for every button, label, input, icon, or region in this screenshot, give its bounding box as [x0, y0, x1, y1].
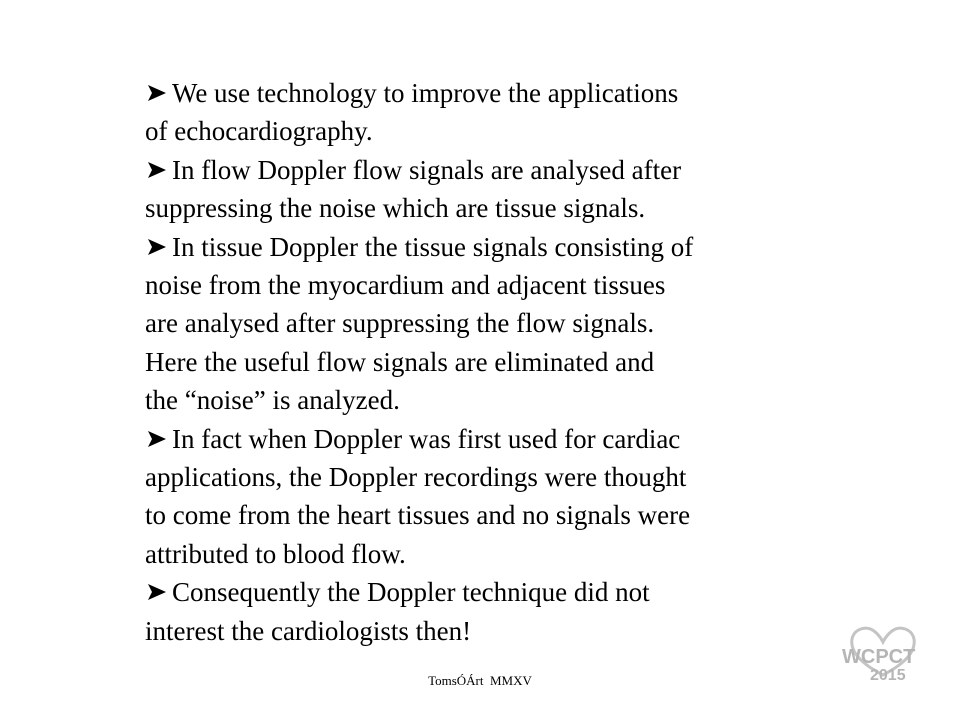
text-line-content: Here the useful flow signals are elimina… — [145, 346, 655, 377]
text-line: of echocardiography. — [145, 112, 805, 150]
logo-year: 2015 — [870, 667, 906, 684]
arrowhead-bullet-icon — [145, 228, 172, 266]
text-line-content: applications, the Doppler recordings wer… — [145, 462, 687, 493]
text-line: In tissue Doppler the tissue signals con… — [145, 228, 805, 266]
arrowhead-bullet-icon — [145, 573, 172, 611]
arrowhead-bullet-icon — [145, 151, 172, 189]
text-line: interest the cardiologists then! — [145, 612, 805, 650]
text-line-content: We use technology to improve the applica… — [172, 78, 679, 108]
text-line-content: Consequently the Doppler technique did n… — [172, 577, 650, 608]
text-line-content: In flow Doppler flow signals are analyse… — [172, 154, 682, 185]
text-line: applications, the Doppler recordings wer… — [145, 458, 805, 496]
text-line-content: the “noise” is analyzed. — [145, 385, 400, 416]
text-line: In flow Doppler flow signals are analyse… — [145, 151, 805, 189]
text-line-content: are analysed after suppressing the flow … — [145, 308, 655, 339]
text-line: attributed to blood flow. — [145, 535, 805, 573]
footer-copyright: TomsÓÁrt MMXV — [428, 673, 532, 688]
wcpct-logo: WCPCT 2015 — [838, 623, 928, 685]
logo-wordmark: WCPCT — [842, 646, 915, 668]
text-line: Consequently the Doppler technique did n… — [145, 573, 805, 611]
bullet-paragraph-4: In fact when Doppler was first used for … — [145, 420, 805, 574]
slide-body: We use technology to improve the applica… — [145, 74, 805, 650]
text-line: We use technology to improve the applica… — [145, 74, 805, 112]
bullet-paragraph-3: In tissue Doppler the tissue signals con… — [145, 228, 805, 420]
text-line: suppressing the noise which are tissue s… — [145, 189, 805, 227]
text-line-content: to come from the heart tissues and no si… — [145, 500, 691, 531]
text-line: In fact when Doppler was first used for … — [145, 420, 805, 458]
arrowhead-bullet-icon — [145, 420, 172, 458]
text-line-content: of echocardiography. — [145, 116, 373, 147]
text-line-content: interest the cardiologists then! — [145, 615, 472, 646]
bullet-paragraph-5: Consequently the Doppler technique did n… — [145, 573, 805, 650]
text-line: noise from the myocardium and adjacent t… — [145, 266, 805, 304]
text-line: to come from the heart tissues and no si… — [145, 496, 805, 534]
text-line-content: suppressing the noise which are tissue s… — [145, 193, 646, 224]
text-line-content: attributed to blood flow. — [145, 538, 406, 569]
arrowhead-bullet-icon — [145, 74, 172, 112]
text-line: the “noise” is analyzed. — [145, 381, 805, 419]
text-line-content: In fact when Doppler was first used for … — [172, 423, 681, 454]
text-line-content: In tissue Doppler the tissue signals con… — [172, 231, 694, 262]
text-line-content: noise from the myocardium and adjacent t… — [145, 270, 666, 301]
text-line: Here the useful flow signals are elimina… — [145, 343, 805, 381]
text-line: are analysed after suppressing the flow … — [145, 304, 805, 342]
bullet-paragraph-2: In flow Doppler flow signals are analyse… — [145, 151, 805, 228]
bullet-paragraph-1: We use technology to improve the applica… — [145, 74, 805, 151]
